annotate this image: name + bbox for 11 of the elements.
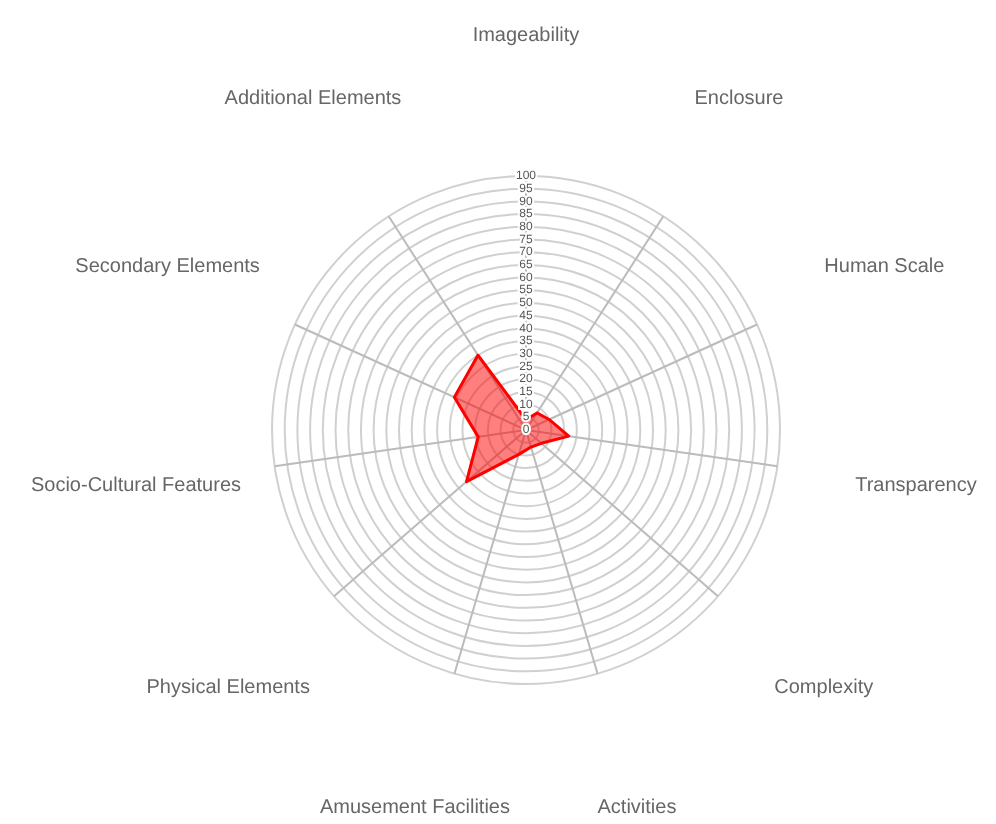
spoke-label: Secondary Elements: [75, 255, 260, 278]
spoke-label: Imageability: [472, 25, 580, 48]
spoke-label: Transparency: [855, 475, 977, 498]
spoke-label: Socio-Cultural Features: [30, 475, 242, 498]
spoke-label: Activities: [597, 797, 677, 820]
spoke-label: Additional Elements: [224, 87, 402, 110]
spoke-label: Human Scale: [824, 255, 946, 278]
spoke-label: Complexity: [774, 677, 874, 700]
spoke-label: Physical Elements: [146, 677, 310, 700]
spoke-label: Amusement Facilities: [319, 797, 511, 820]
spoke-label: Enclosure: [694, 87, 785, 110]
